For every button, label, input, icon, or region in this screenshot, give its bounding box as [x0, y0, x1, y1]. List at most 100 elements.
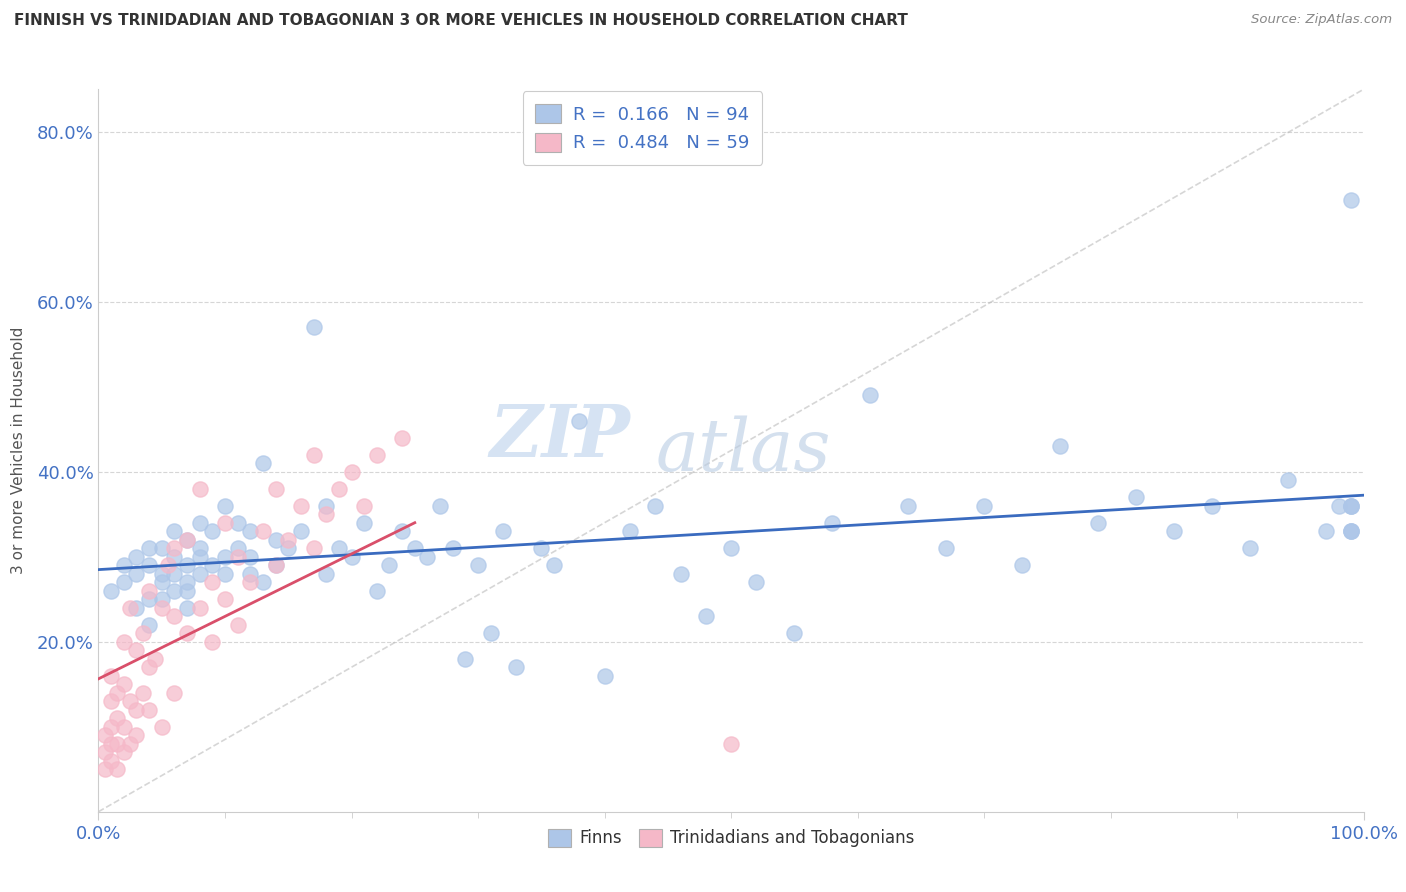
Point	[93, 745, 117, 759]
Point	[176, 558, 198, 573]
Point	[107, 711, 129, 725]
Point	[132, 686, 155, 700]
Point	[290, 499, 312, 513]
Text: ZIP: ZIP	[489, 401, 630, 472]
Point	[157, 558, 180, 573]
Point	[366, 583, 388, 598]
Point	[138, 617, 160, 632]
Point	[112, 720, 135, 734]
Point	[1163, 524, 1185, 539]
Point	[1340, 499, 1362, 513]
Point	[214, 516, 236, 530]
Point	[353, 516, 375, 530]
Point	[100, 694, 122, 708]
Point	[226, 541, 249, 556]
Point	[821, 516, 844, 530]
Point	[138, 703, 160, 717]
Point	[100, 754, 122, 768]
Point	[125, 566, 148, 581]
Point	[1340, 524, 1362, 539]
Point	[315, 507, 337, 521]
Point	[302, 541, 325, 556]
Point	[277, 533, 299, 547]
Point	[226, 617, 249, 632]
Point	[107, 737, 129, 751]
Point	[404, 541, 426, 556]
Point	[138, 558, 160, 573]
Point	[264, 533, 287, 547]
Point	[163, 609, 186, 624]
Point	[252, 524, 274, 539]
Point	[897, 499, 920, 513]
Point	[163, 541, 186, 556]
Point	[239, 575, 262, 590]
Point	[1340, 499, 1362, 513]
Point	[226, 549, 249, 564]
Point	[378, 558, 401, 573]
Point	[138, 660, 160, 674]
Point	[252, 575, 274, 590]
Point	[138, 592, 160, 607]
Point	[391, 431, 413, 445]
Point	[1049, 439, 1071, 453]
Point	[120, 694, 141, 708]
Point	[1239, 541, 1261, 556]
Point	[328, 482, 350, 496]
Point	[1201, 499, 1223, 513]
Point	[340, 465, 363, 479]
Point	[150, 600, 173, 615]
Point	[1340, 193, 1362, 207]
Point	[1340, 524, 1362, 539]
Point	[1340, 499, 1362, 513]
Point	[201, 634, 224, 648]
Point	[391, 524, 413, 539]
Point	[720, 737, 742, 751]
Point	[745, 575, 768, 590]
Point	[593, 669, 616, 683]
Point	[859, 388, 882, 402]
Point	[239, 524, 262, 539]
Point	[112, 745, 135, 759]
Point	[1277, 473, 1299, 487]
Point	[315, 566, 337, 581]
Point	[138, 541, 160, 556]
Point	[163, 524, 186, 539]
Point	[264, 482, 287, 496]
Point	[441, 541, 464, 556]
Point	[264, 558, 287, 573]
Point	[176, 533, 198, 547]
Point	[176, 583, 198, 598]
Point	[366, 448, 388, 462]
Point	[252, 456, 274, 470]
Y-axis label: 3 or more Vehicles in Household: 3 or more Vehicles in Household	[11, 326, 25, 574]
Point	[935, 541, 957, 556]
Point	[163, 549, 186, 564]
Point	[467, 558, 489, 573]
Point	[100, 737, 122, 751]
Point	[176, 600, 198, 615]
Point	[112, 634, 135, 648]
Point	[188, 516, 211, 530]
Point	[163, 583, 186, 598]
Point	[492, 524, 515, 539]
Point	[188, 566, 211, 581]
Point	[505, 660, 527, 674]
Point	[226, 516, 249, 530]
Point	[1327, 499, 1350, 513]
Point	[163, 566, 186, 581]
Point	[100, 669, 122, 683]
Point	[176, 575, 198, 590]
Point	[145, 651, 166, 665]
Point	[125, 728, 148, 742]
Point	[150, 720, 173, 734]
Point	[132, 626, 155, 640]
Point	[120, 600, 141, 615]
Point	[201, 575, 224, 590]
Point	[107, 686, 129, 700]
Point	[150, 575, 173, 590]
Point	[214, 549, 236, 564]
Point	[107, 762, 129, 776]
Point	[201, 558, 224, 573]
Point	[315, 499, 337, 513]
Point	[239, 566, 262, 581]
